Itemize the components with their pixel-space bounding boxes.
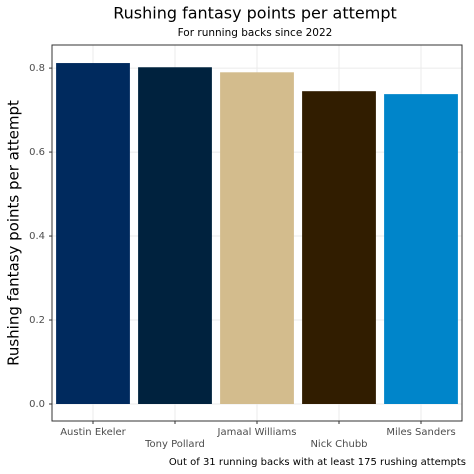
bar [302,91,376,404]
bar [384,94,458,404]
chart-subtitle: For running backs since 2022 [178,27,333,39]
y-tick-label: 0.2 [29,315,45,326]
x-tick-label: Tony Pollard [144,439,205,450]
caption: Out of 31 running backs with at least 17… [169,457,466,468]
bar [56,63,130,404]
x-tick-label: Jamaal Williams [217,427,297,438]
y-tick-label: 0.6 [29,147,45,158]
bar [138,67,212,404]
y-tick-label: 0.8 [29,63,45,74]
panel-border [51,44,463,422]
chart-title: Rushing fantasy points per attempt [113,4,397,23]
y-axis-label: Rushing fantasy points per attempt [5,100,23,366]
x-tick-label: Austin Ekeler [60,427,126,438]
bar [220,72,294,404]
y-tick-label: 0.0 [29,399,45,410]
y-tick-label: 0.4 [29,231,45,242]
x-tick-label: Miles Sanders [386,427,455,438]
x-tick-label: Nick Chubb [310,439,367,450]
